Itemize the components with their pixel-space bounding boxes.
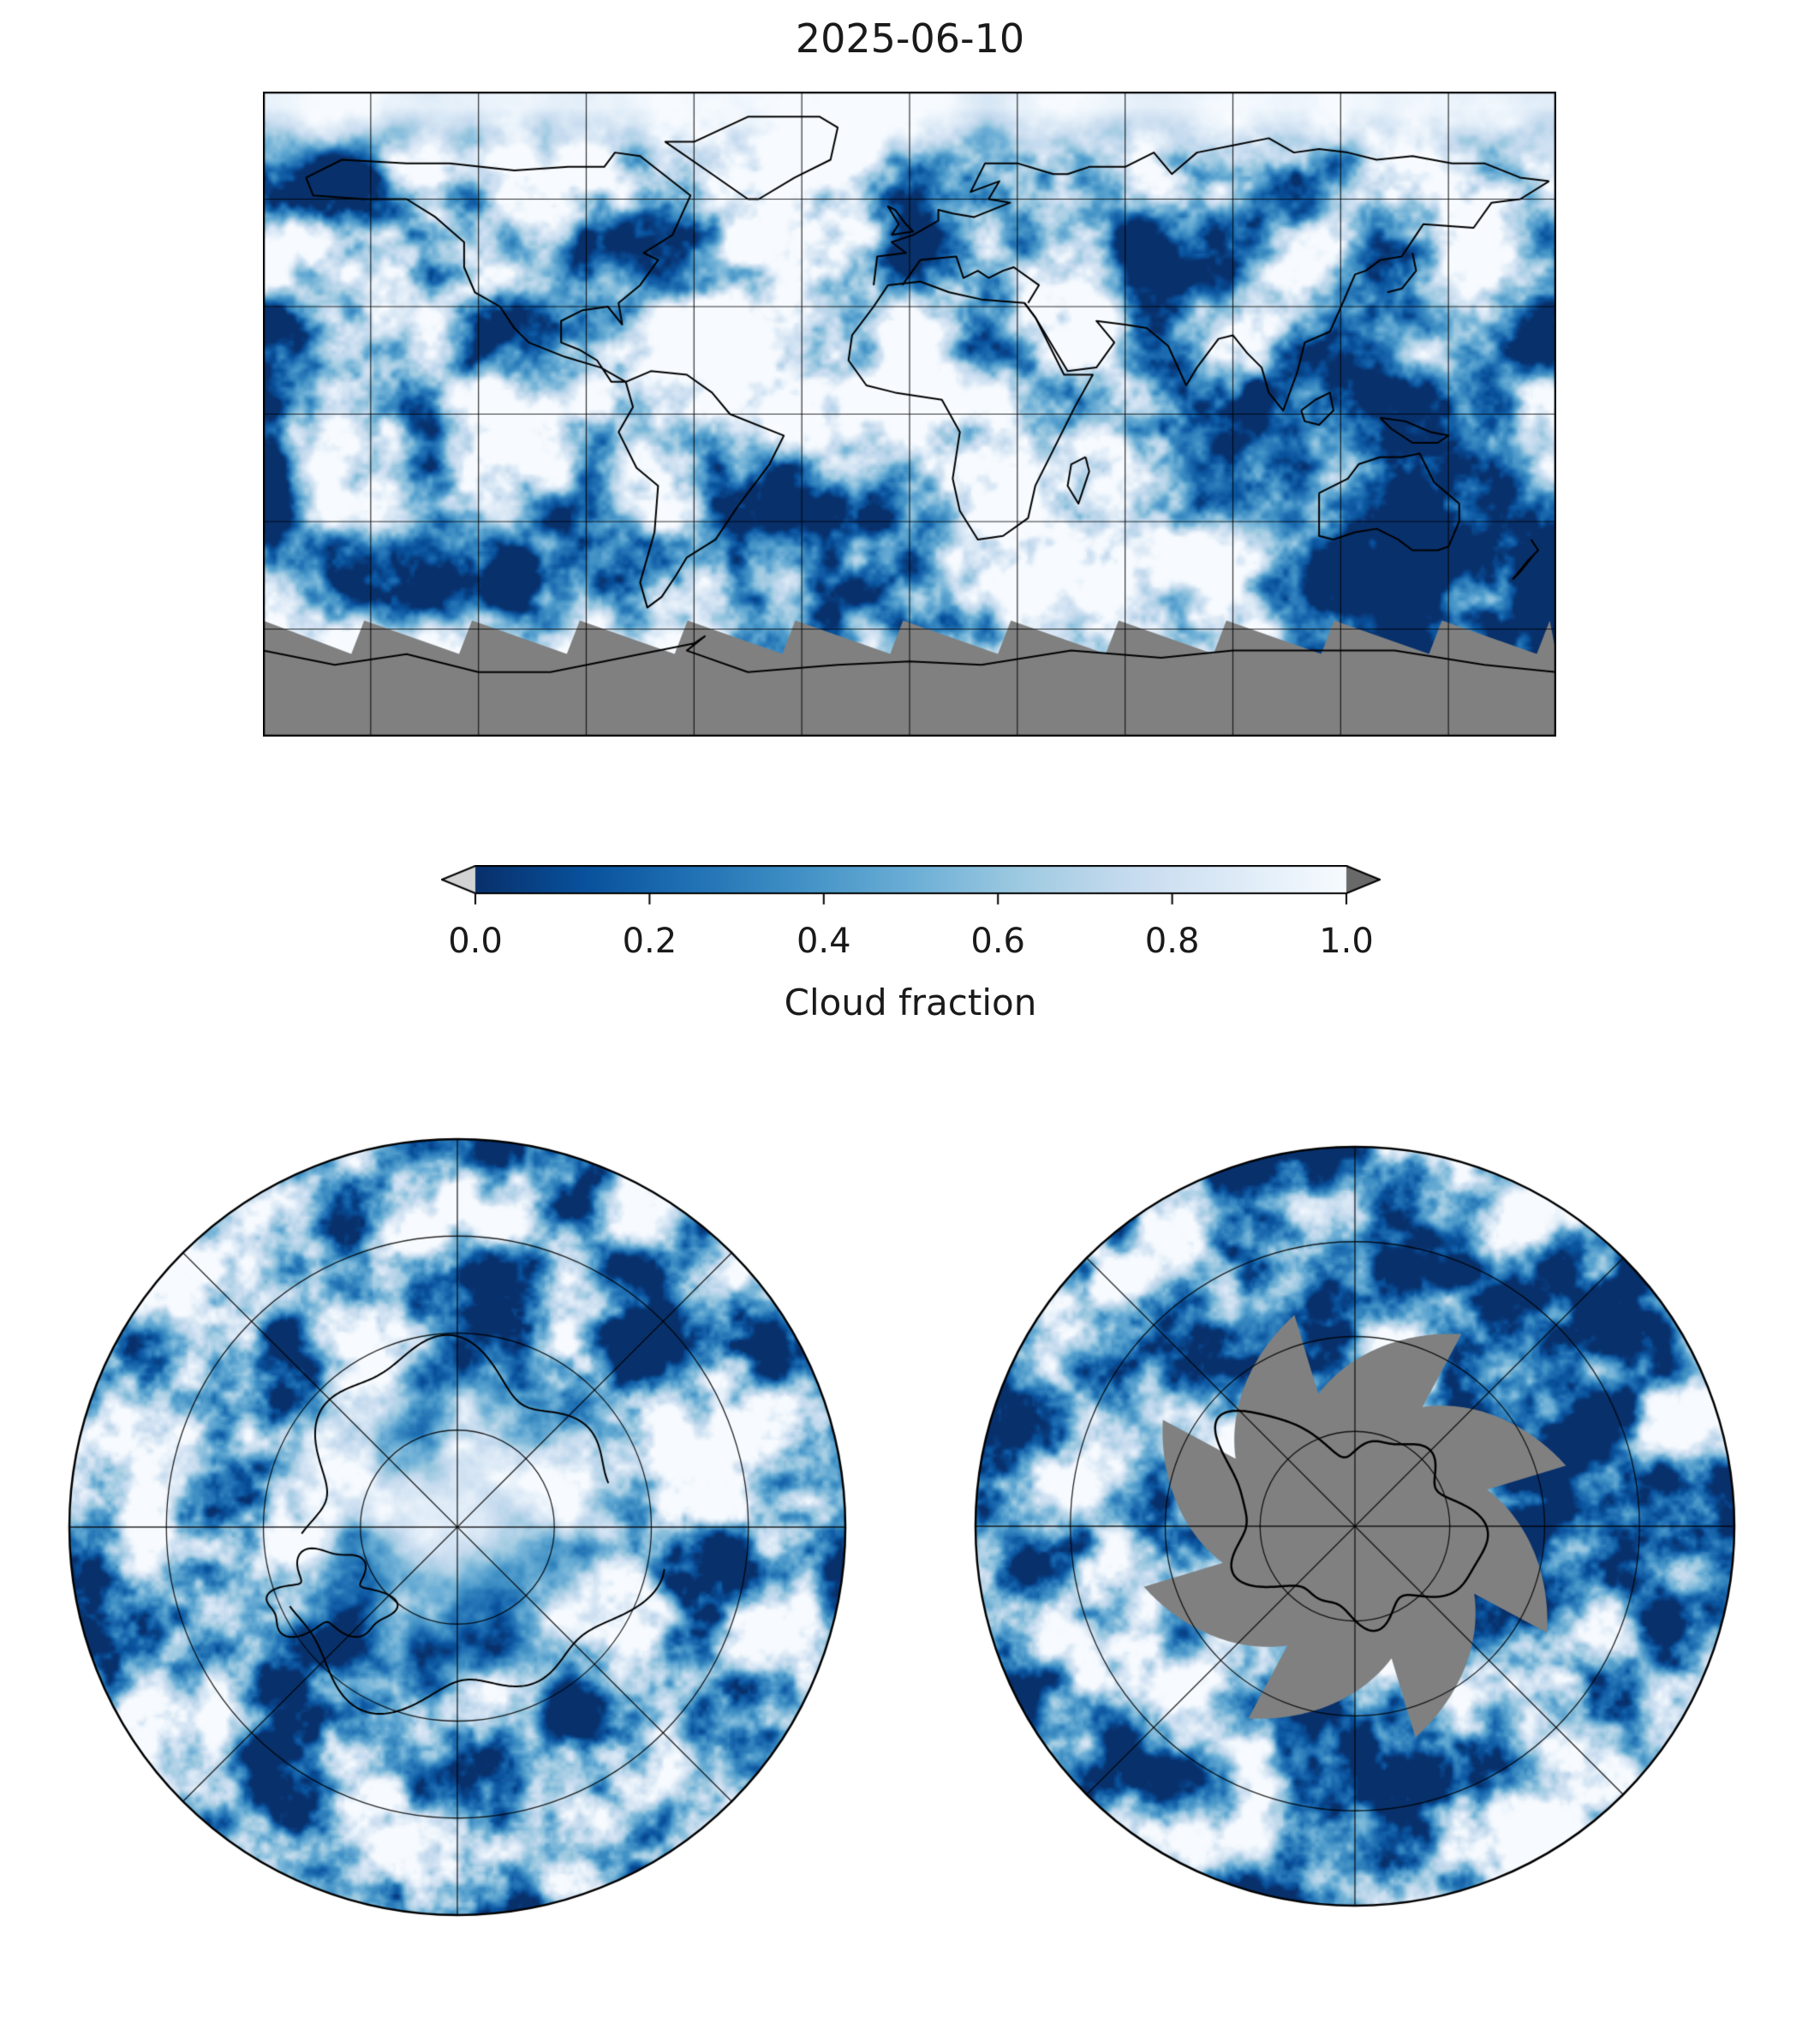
colorbar-tick-label: 1.0 — [1319, 922, 1374, 961]
north-polar-map — [67, 1137, 848, 1918]
global-cloud-map — [263, 92, 1556, 737]
colorbar-tick-label: 0.8 — [1144, 922, 1200, 961]
colorbar-tick-label: 0.6 — [970, 922, 1025, 961]
colorbar-tick-label: 0.4 — [796, 922, 851, 961]
south-polar-map — [973, 1144, 1737, 1908]
colorbar-tick-label: 0.2 — [622, 922, 677, 961]
colorbar-tick-label: 0.0 — [448, 922, 503, 961]
colorbar-label: Cloud fraction — [784, 982, 1037, 1023]
plot-title: 2025-06-10 — [795, 15, 1025, 62]
colorbar — [441, 865, 1381, 908]
